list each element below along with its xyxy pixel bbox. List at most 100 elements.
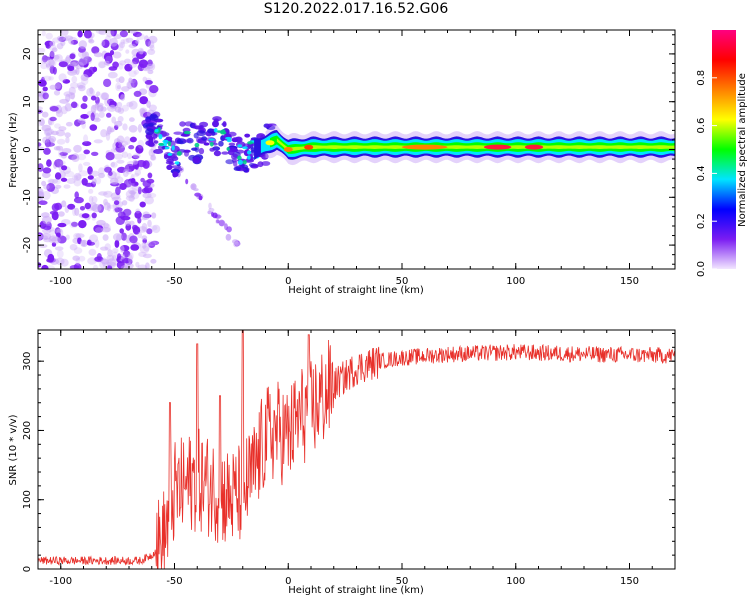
- noise-blob: [58, 149, 63, 158]
- y-tick-label: 20: [22, 48, 33, 61]
- noise-blob: [145, 38, 152, 47]
- noise-blob: [109, 37, 118, 47]
- noise-blob: [101, 227, 111, 233]
- noise-blob: [146, 178, 155, 184]
- noise-blob: [135, 144, 144, 154]
- noise-blob: [41, 264, 49, 269]
- noise-blob: [120, 39, 126, 45]
- noise-blob: [150, 258, 157, 264]
- noise-blob: [110, 177, 119, 185]
- noise-blob: [53, 54, 60, 60]
- noise-blob: [130, 244, 140, 251]
- noise-blob: [70, 92, 75, 100]
- noise-blob: [70, 39, 78, 45]
- noise-blob: [124, 164, 130, 173]
- transition-core: [242, 146, 248, 150]
- noise-blob: [43, 184, 50, 190]
- noise-blob: [125, 190, 136, 199]
- noise-blob: [117, 211, 122, 217]
- transition-blob: [183, 139, 192, 143]
- noise-blob: [53, 90, 61, 96]
- noise-blob: [56, 42, 64, 50]
- noise-blob: [146, 240, 157, 247]
- noise-blob: [41, 190, 51, 200]
- noise-blob: [117, 116, 124, 123]
- noise-blob: [65, 121, 73, 127]
- noise-blob: [137, 186, 142, 195]
- x-tick-label: 100: [506, 276, 525, 287]
- noise-blob: [71, 221, 78, 227]
- noise-blob: [116, 135, 125, 144]
- transition-core: [208, 138, 215, 141]
- x-tick-label: 50: [396, 576, 409, 587]
- noise-blob: [55, 109, 63, 118]
- noise-blob: [78, 40, 88, 49]
- noise-blob: [127, 152, 132, 160]
- noise-blob: [146, 63, 154, 69]
- transition-blob: [166, 164, 173, 170]
- noise-blob: [38, 262, 42, 268]
- transition-core: [226, 147, 230, 151]
- noise-blob: [42, 56, 52, 61]
- noise-blob: [136, 33, 145, 40]
- noise-blob: [111, 116, 117, 124]
- noise-blob: [138, 59, 148, 68]
- noise-blob: [114, 239, 120, 248]
- noise-blob: [51, 242, 57, 247]
- x-tick-label: 0: [285, 276, 291, 287]
- noise-blob: [50, 130, 59, 136]
- noise-blob: [116, 159, 125, 164]
- x-tick-label: 150: [620, 576, 639, 587]
- noise-blob: [71, 75, 78, 83]
- noise-blob: [141, 222, 148, 232]
- noise-blob: [89, 234, 99, 243]
- x-tick-label: 0: [285, 576, 291, 587]
- transition-blob: [165, 161, 173, 165]
- noise-blob: [91, 46, 100, 54]
- noise-blob: [150, 240, 160, 246]
- band-peak: [265, 140, 275, 146]
- spectrogram-ylabel: Frequency (Hz): [8, 112, 19, 188]
- noise-blob: [100, 92, 108, 100]
- noise-blob: [88, 39, 95, 44]
- noise-blob: [93, 139, 103, 144]
- noise-blob: [148, 40, 155, 49]
- noise-blob: [42, 215, 52, 225]
- x-tick-label: -100: [49, 576, 72, 587]
- noise-blob: [80, 114, 89, 119]
- noise-blob: [91, 178, 97, 185]
- noise-blob: [211, 211, 214, 217]
- noise-blob: [143, 243, 150, 252]
- transition-core: [167, 152, 173, 156]
- transition-blob: [160, 132, 170, 137]
- noise-blob: [135, 39, 140, 44]
- transition-blob: [244, 133, 251, 138]
- noise-blob: [114, 176, 124, 184]
- snr-line-layer: [38, 330, 675, 569]
- noise-blob: [68, 86, 76, 96]
- noise-blob: [104, 166, 112, 173]
- transition-blob: [172, 171, 179, 178]
- noise-blob: [134, 169, 141, 176]
- noise-blob: [78, 57, 88, 66]
- noise-blob: [129, 190, 137, 195]
- noise-blob: [128, 79, 137, 84]
- noise-blob: [41, 171, 51, 179]
- snr-panel: -100 -50 0 50 100 150 0 100 200 300 Height of str…: [8, 329, 676, 596]
- noise-blob: [42, 75, 52, 82]
- noise-blob: [112, 61, 119, 69]
- noise-blob: [46, 159, 52, 167]
- noise-blob: [97, 105, 104, 112]
- noise-blob: [41, 30, 46, 37]
- noise-blob: [82, 95, 88, 102]
- noise-blob: [108, 204, 118, 209]
- transition-blob: [196, 136, 203, 144]
- noise-blob: [78, 255, 86, 262]
- noise-blob: [38, 191, 45, 198]
- noise-blob: [92, 264, 99, 269]
- noise-blob: [106, 112, 112, 118]
- x-tick-label: 50: [396, 276, 409, 287]
- noise-blob: [86, 241, 96, 246]
- noise-blob: [88, 195, 94, 204]
